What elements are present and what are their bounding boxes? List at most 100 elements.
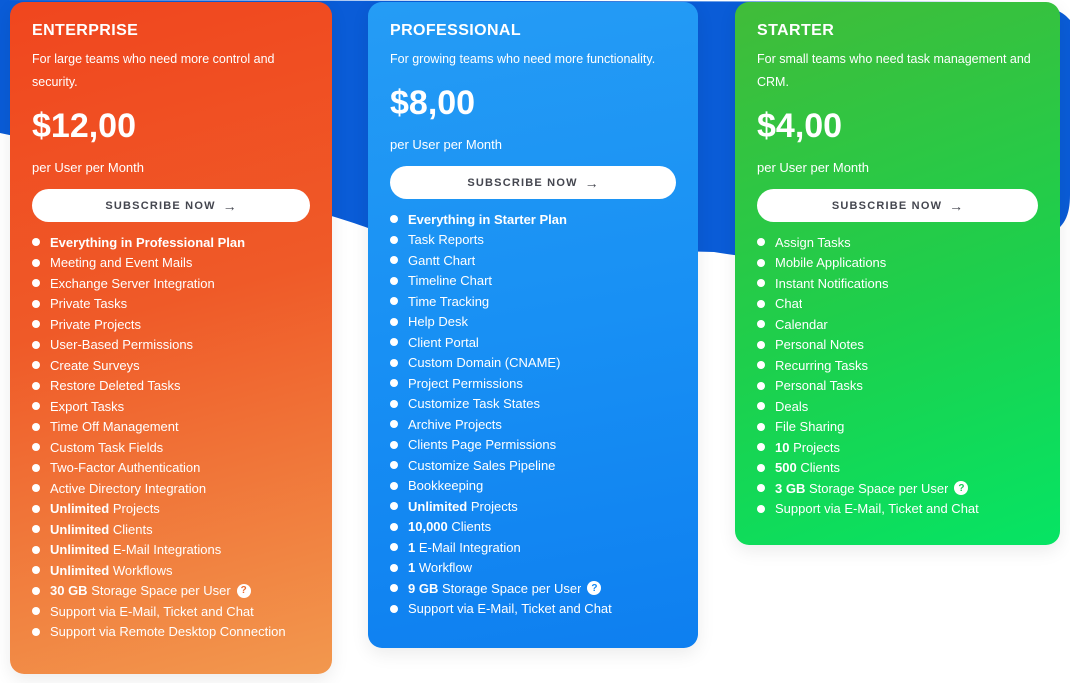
- help-icon[interactable]: ?: [236, 583, 251, 598]
- feature-text: Support via Remote Desktop Connection: [50, 624, 286, 640]
- bullet-icon: [390, 235, 398, 244]
- subscribe-label: SUBSCRIBE NOW: [831, 199, 943, 212]
- feature-text: Recurring Tasks: [775, 357, 868, 373]
- feature-text: Client Portal: [408, 334, 479, 350]
- feature-text: Exchange Server Integration: [50, 275, 215, 291]
- feature-text: 30 GB Storage Space per User: [50, 583, 231, 599]
- subscribe-button[interactable]: SUBSCRIBE NOW →: [757, 189, 1038, 222]
- help-icon[interactable]: ?: [954, 481, 969, 496]
- feature-item: Support via Remote Desktop Connection: [32, 622, 310, 643]
- bullet-icon: [32, 463, 40, 472]
- bullet-icon: [32, 504, 40, 513]
- bullet-icon: [32, 238, 40, 247]
- bullet-icon: [32, 258, 40, 267]
- plan-description: For large teams who need more control an…: [32, 52, 275, 89]
- feature-item: Project Permissions: [390, 373, 676, 394]
- billing-cycle: per User per Month: [32, 160, 144, 175]
- feature-text: File Sharing: [775, 419, 845, 435]
- feature-text: Project Permissions: [408, 375, 523, 391]
- bullet-icon: [390, 297, 398, 306]
- bullet-icon: [32, 361, 40, 370]
- feature-text: Mobile Applications: [775, 255, 887, 271]
- feature-item: Private Projects: [32, 314, 310, 335]
- feature-text: Customize Sales Pipeline: [408, 457, 556, 473]
- feature-item: Timeline Chart: [390, 271, 676, 292]
- feature-item: Archive Projects: [390, 414, 676, 435]
- feature-text: Assign Tasks: [775, 234, 851, 250]
- bullet-icon: [390, 338, 398, 347]
- feature-item: Instant Notifications: [757, 273, 1038, 294]
- bullet-icon: [390, 604, 398, 613]
- bullet-icon: [757, 402, 765, 411]
- feature-text: 500 Clients: [775, 460, 841, 476]
- feature-text: Gantt Chart: [408, 252, 476, 268]
- feature-text: Unlimited Clients: [50, 521, 153, 537]
- pricing-card-starter: STARTER For small teams who need task ma…: [735, 2, 1060, 545]
- feature-item: Everything in Professional Plan: [32, 232, 310, 253]
- feature-text: Unlimited E-Mail Integrations: [50, 542, 222, 558]
- feature-text: Meeting and Event Mails: [50, 255, 193, 271]
- bullet-icon: [32, 340, 40, 349]
- subscribe-button[interactable]: SUBSCRIBE NOW →: [390, 166, 676, 199]
- bullet-icon: [32, 484, 40, 493]
- bullet-icon: [390, 358, 398, 367]
- bullet-icon: [757, 504, 765, 513]
- subscribe-label: SUBSCRIBE NOW: [467, 176, 578, 189]
- bullet-icon: [32, 320, 40, 329]
- feature-text: Everything in Professional Plan: [50, 234, 246, 250]
- bullet-icon: [757, 381, 765, 390]
- bullet-icon: [757, 443, 765, 452]
- bullet-icon: [32, 443, 40, 452]
- bullet-icon: [390, 276, 398, 285]
- subscribe-button[interactable]: SUBSCRIBE NOW →: [32, 189, 310, 222]
- feature-item: Mobile Applications: [757, 253, 1038, 274]
- feature-text: Instant Notifications: [775, 275, 889, 291]
- feature-text: Deals: [775, 398, 809, 414]
- feature-item: Customize Sales Pipeline: [390, 455, 676, 476]
- bullet-icon: [32, 402, 40, 411]
- help-icon[interactable]: ?: [587, 581, 602, 596]
- feature-item: Personal Notes: [757, 335, 1038, 356]
- bullet-icon: [757, 361, 765, 370]
- feature-item: Unlimited Clients: [32, 519, 310, 540]
- feature-item: User-Based Permissions: [32, 335, 310, 356]
- bullet-icon: [390, 563, 398, 572]
- feature-text: Personal Notes: [775, 337, 864, 353]
- bullet-icon: [757, 340, 765, 349]
- bullet-icon: [32, 627, 40, 636]
- bullet-icon: [390, 584, 398, 593]
- feature-item: Active Directory Integration: [32, 478, 310, 499]
- feature-text: Chat: [775, 296, 803, 312]
- feature-text: Private Tasks: [50, 296, 128, 312]
- feature-text: Timeline Chart: [408, 273, 493, 289]
- bullet-icon: [757, 484, 765, 493]
- bullet-icon: [32, 545, 40, 554]
- billing-cycle: per User per Month: [390, 137, 502, 152]
- plan-price: $8,00: [390, 84, 476, 122]
- bullet-icon: [32, 381, 40, 390]
- bullet-icon: [32, 607, 40, 616]
- feature-item: Help Desk: [390, 312, 676, 333]
- feature-text: 9 GB Storage Space per User: [408, 580, 582, 596]
- feature-item: File Sharing: [757, 417, 1038, 438]
- feature-text: User-Based Permissions: [50, 337, 194, 353]
- feature-text: 10 Projects: [775, 439, 841, 455]
- feature-item: Calendar: [757, 314, 1038, 335]
- bullet-icon: [390, 379, 398, 388]
- subscribe-label: SUBSCRIBE NOW: [105, 199, 216, 212]
- bullet-icon: [390, 440, 398, 449]
- feature-item: Unlimited E-Mail Integrations: [32, 540, 310, 561]
- feature-list: Everything in Professional Plan Meeting a…: [32, 232, 310, 642]
- feature-item: Create Surveys: [32, 355, 310, 376]
- feature-item: Support via E-Mail, Ticket and Chat: [757, 499, 1038, 520]
- feature-text: Support via E-Mail, Ticket and Chat: [50, 603, 254, 619]
- feature-item: Export Tasks: [32, 396, 310, 417]
- bullet-icon: [390, 481, 398, 490]
- feature-text: Bookkeeping: [408, 478, 484, 494]
- feature-item: 500 Clients: [757, 458, 1038, 479]
- bullet-icon: [757, 422, 765, 431]
- feature-item: Support via E-Mail, Ticket and Chat: [32, 601, 310, 622]
- feature-text: Customize Task States: [408, 396, 540, 412]
- feature-text: Unlimited Workflows: [50, 562, 173, 578]
- bullet-icon: [757, 238, 765, 247]
